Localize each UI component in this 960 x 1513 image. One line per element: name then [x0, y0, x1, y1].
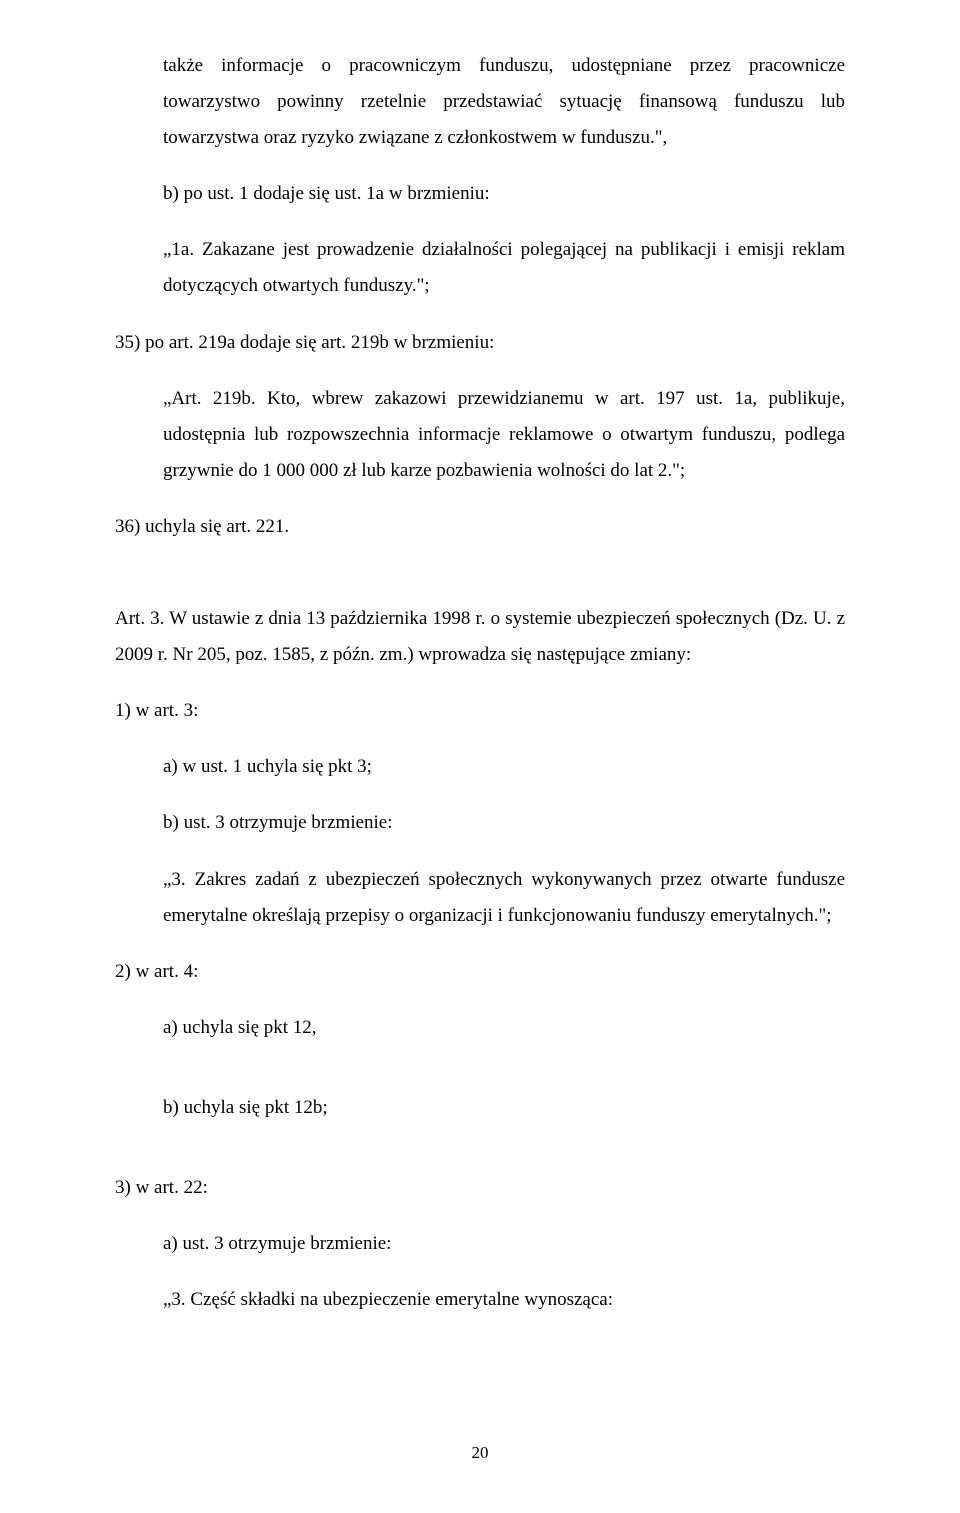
paragraph-quote-1a: „1a. Zakazane jest prowadzenie działalno… [163, 232, 845, 304]
paragraph-sub-a-1: a) w ust. 1 uchyla się pkt 3; [163, 749, 845, 785]
paragraph-item-2: 2) w art. 4: [115, 954, 845, 990]
paragraph-sub-b-3: b) uchyla się pkt 12b; [163, 1090, 845, 1126]
page-number: 20 [472, 1437, 489, 1469]
paragraph-item-35: 35) po art. 219a dodaje się art. 219b w … [115, 325, 845, 361]
paragraph-quote-3: „3. Zakres zadań z ubezpieczeń społeczny… [163, 862, 845, 934]
paragraph-quote-3b: „3. Część składki na ubezpieczenie emery… [163, 1282, 845, 1318]
paragraph-sub-b: b) po ust. 1 dodaje się ust. 1a w brzmie… [163, 176, 845, 212]
paragraph-block: także informacje o pracowniczym funduszu… [163, 48, 845, 156]
paragraph-item-1: 1) w art. 3: [115, 693, 845, 729]
paragraph-item-3: 3) w art. 22: [115, 1170, 845, 1206]
paragraph-sub-a-2: a) uchyla się pkt 12, [163, 1010, 845, 1046]
paragraph-quote-219b: „Art. 219b. Kto, wbrew zakazowi przewidz… [163, 381, 845, 489]
paragraph-art3: Art. 3. W ustawie z dnia 13 października… [115, 601, 845, 673]
paragraph-item-36: 36) uchyla się art. 221. [115, 509, 845, 545]
paragraph-sub-b-2: b) ust. 3 otrzymuje brzmienie: [163, 805, 845, 841]
paragraph-sub-a-3: a) ust. 3 otrzymuje brzmienie: [163, 1226, 845, 1262]
